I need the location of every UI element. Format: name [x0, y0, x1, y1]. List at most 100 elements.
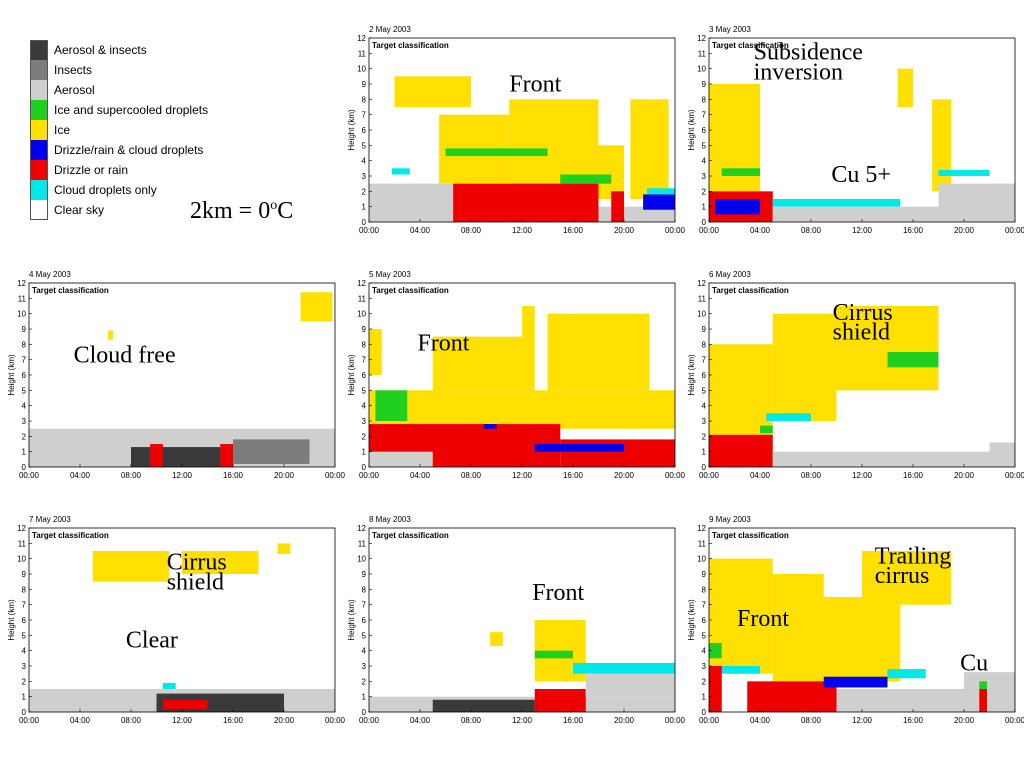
y-tick-label: 12 — [357, 279, 366, 288]
region-cloud-droplets-only — [391, 168, 410, 175]
legend-label: Drizzle/rain & cloud droplets — [54, 143, 204, 157]
y-tick-label: 10 — [357, 310, 366, 319]
x-tick-label: 00:00 — [1005, 471, 1024, 480]
region-ice — [92, 551, 170, 582]
y-tick-label: 2 — [702, 677, 707, 686]
y-tick-label: 3 — [702, 172, 707, 181]
x-tick-label: 00:00 — [665, 226, 686, 235]
region-cloud-droplets-only — [715, 666, 760, 674]
annotation: Cirrus — [833, 300, 893, 326]
legend-swatch — [30, 120, 48, 140]
legend-item: Ice — [30, 120, 270, 140]
classification-regions — [369, 306, 675, 467]
x-tick-label: 12:00 — [852, 716, 873, 725]
x-tick-label: 20:00 — [274, 471, 295, 480]
y-tick-label: 12 — [697, 524, 706, 533]
region-drizzle-or-rain — [979, 689, 987, 712]
x-tick-label: 00:00 — [699, 716, 720, 725]
annotation: Cu — [960, 651, 988, 677]
annotation: Trailing — [875, 543, 951, 569]
chart-panel: 8 May 2003 Target classification 0 1 2 3 4 5 6 7 8… — [345, 510, 686, 754]
y-tick-label: 1 — [22, 693, 27, 702]
x-tick-label: 00:00 — [19, 716, 40, 725]
x-tick-label: 08:00 — [801, 471, 822, 480]
panel-title: Target classification — [372, 531, 449, 540]
y-tick-label: 10 — [17, 310, 26, 319]
x-tick-label: 04:00 — [750, 471, 771, 480]
y-tick-label: 6 — [702, 616, 707, 625]
x-tick-label: 00:00 — [325, 471, 346, 480]
y-tick-label: 2 — [702, 432, 707, 441]
region-drizzle-or-rain — [709, 666, 722, 712]
y-tick-label: 7 — [22, 356, 27, 365]
y-tick-label: 0 — [362, 463, 367, 472]
x-tick-label: 20:00 — [954, 226, 975, 235]
region-ice — [369, 329, 382, 375]
y-tick-label: 5 — [362, 631, 367, 640]
y-tick-label: 0 — [362, 708, 367, 717]
annotation: cirrus — [875, 563, 930, 589]
panel-title: Target classification — [372, 286, 449, 295]
y-tick-label: 3 — [362, 417, 367, 426]
region-ice — [897, 68, 913, 107]
y-tick-label: 10 — [357, 65, 366, 74]
y-tick-label: 6 — [362, 616, 367, 625]
x-tick-label: 08:00 — [801, 716, 822, 725]
classification-regions — [369, 76, 675, 222]
panel-date: 4 May 2003 — [29, 270, 71, 279]
region-drizzle-or-rain — [220, 444, 233, 467]
y-axis-label: Height (km) — [7, 599, 16, 641]
panel-title: Target classification — [372, 41, 449, 50]
y-tick-label: 11 — [698, 294, 707, 303]
y-tick-label: 0 — [702, 218, 707, 227]
x-tick-label: 12:00 — [852, 471, 873, 480]
y-tick-label: 10 — [357, 555, 366, 564]
annotation: Clear — [126, 628, 178, 654]
x-tick-label: 16:00 — [563, 716, 584, 725]
y-tick-label: 4 — [702, 647, 707, 656]
legend-item: Aerosol — [30, 80, 270, 100]
annotation: shield — [833, 320, 890, 346]
y-tick-label: 7 — [362, 356, 367, 365]
annotation: Cloud free — [74, 343, 176, 369]
y-tick-label: 2 — [22, 432, 27, 441]
y-tick-label: 8 — [22, 585, 27, 594]
y-tick-label: 12 — [697, 279, 706, 288]
region-drizzle-or-rain — [560, 439, 675, 467]
x-tick-label: 04:00 — [410, 716, 431, 725]
y-tick-label: 9 — [362, 325, 367, 334]
region-drizzle-or-rain — [611, 191, 624, 222]
x-tick-label: 16:00 — [223, 471, 244, 480]
legend-swatch — [30, 60, 48, 80]
chart-panel: 2 May 2003 Target classification 0 1 2 3 4 5 6 7 8… — [345, 20, 686, 264]
y-tick-label: 11 — [698, 49, 707, 58]
legend-item: Clear sky — [30, 200, 270, 220]
y-tick-label: 2 — [362, 187, 367, 196]
x-tick-label: 00:00 — [359, 226, 380, 235]
y-tick-label: 8 — [362, 340, 367, 349]
region-cloud-droplets-only — [938, 169, 990, 176]
annotation: Front — [532, 580, 584, 606]
region-ice — [490, 632, 503, 647]
legend: Aerosol & insects Insects Aerosol Ice and s… — [30, 40, 270, 220]
x-tick-label: 04:00 — [410, 226, 431, 235]
y-tick-label: 11 — [18, 539, 27, 548]
y-tick-label: 7 — [702, 111, 707, 120]
x-tick-label: 00:00 — [665, 716, 686, 725]
panel-date: 2 May 2003 — [369, 25, 411, 34]
region-drizzle-rain-cloud-droplets — [823, 676, 888, 688]
classification-regions — [709, 68, 1015, 222]
y-axis-label: Height (km) — [347, 109, 356, 151]
x-tick-label: 08:00 — [461, 716, 482, 725]
y-tick-label: 5 — [702, 141, 707, 150]
region-ice-and-supercooled-droplets — [721, 168, 760, 176]
y-tick-label: 4 — [702, 402, 707, 411]
region-ice — [394, 76, 471, 107]
x-tick-label: 00:00 — [699, 226, 720, 235]
y-tick-label: 12 — [17, 279, 26, 288]
y-tick-label: 12 — [357, 34, 366, 43]
region-ice — [598, 145, 624, 199]
